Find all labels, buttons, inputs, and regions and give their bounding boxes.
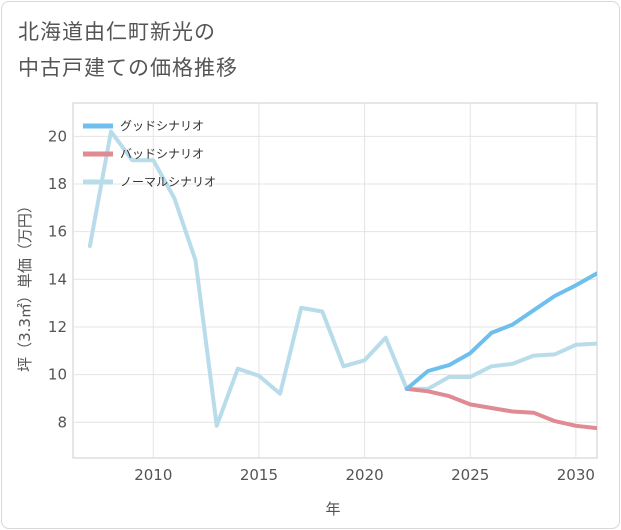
y-tick-label: 16: [48, 223, 67, 241]
y-axis-label: 坪（3.3㎡）単価（万円）: [16, 198, 34, 372]
y-tick-label: 12: [48, 318, 67, 336]
x-tick-label: 2030: [557, 466, 595, 484]
x-tick-label: 2025: [451, 466, 489, 484]
legend-label-bad: バッドシナリオ: [120, 147, 204, 161]
legend-label-normal: ノーマルシナリオ: [120, 175, 216, 189]
x-tick-label: 2020: [345, 466, 383, 484]
y-axis-ticks: 8 10 12 14 16 18 20: [48, 127, 67, 431]
x-tick-label: 2015: [240, 466, 278, 484]
y-tick-label: 10: [48, 366, 67, 384]
chart-title-line-1: 北海道由仁町新光の: [18, 20, 216, 44]
series-line-good: [404, 271, 597, 391]
y-tick-label: 14: [48, 270, 67, 288]
x-tick-label: 2010: [134, 466, 172, 484]
legend-label-good: グッドシナリオ: [120, 119, 204, 133]
plot-area: [72, 102, 598, 459]
x-axis-ticks: 2010 2015 2020 2025 2030: [134, 466, 595, 484]
y-tick-label: 20: [48, 127, 67, 145]
series-lines: [87, 129, 597, 431]
x-axis-label: 年: [325, 500, 340, 518]
series-line-normal: [87, 129, 597, 428]
y-tick-label: 18: [48, 175, 67, 193]
grid-lines: [73, 103, 597, 458]
series-line-bad: [404, 386, 597, 431]
chart-title-line-2: 中古戸建ての価格推移: [18, 56, 238, 80]
y-tick-label: 8: [57, 413, 67, 431]
chart-title: 北海道由仁町新光の 中古戸建ての価格推移: [18, 14, 238, 86]
